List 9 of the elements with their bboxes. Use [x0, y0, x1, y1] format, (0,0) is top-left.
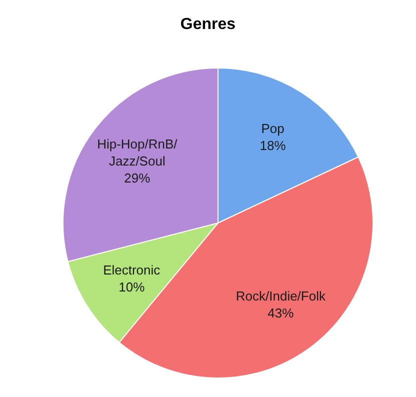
data-label: 18%	[260, 138, 286, 153]
data-label: 43%	[268, 304, 294, 320]
data-label: 29%	[124, 170, 151, 185]
data-label: 10%	[118, 278, 146, 294]
slice-label: Hip-Hop/RnB/Jazz/Soul	[97, 136, 178, 168]
slice-label: Rock/Indie/Folk	[236, 288, 326, 303]
slice-label: Pop	[261, 120, 284, 136]
chart-title: Genres	[179, 15, 237, 35]
slice-label: Electronic	[103, 262, 161, 277]
